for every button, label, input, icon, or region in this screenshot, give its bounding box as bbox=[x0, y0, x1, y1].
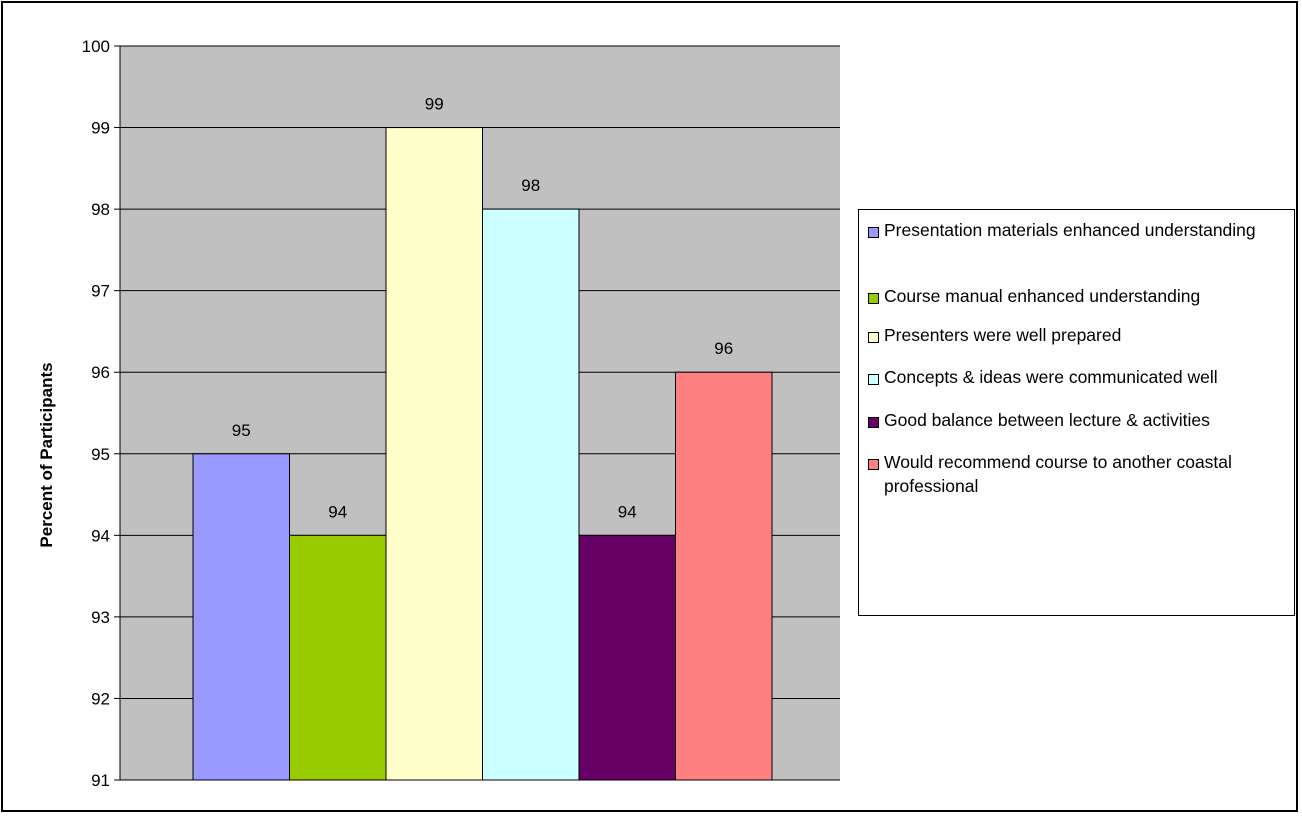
data-label: 95 bbox=[232, 421, 251, 440]
data-label: 99 bbox=[425, 95, 444, 114]
data-label: 96 bbox=[714, 339, 733, 358]
legend-label: Good balance between lecture & activitie… bbox=[884, 410, 1210, 430]
legend-item: Course manual enhanced understanding bbox=[868, 284, 1288, 308]
data-label: 94 bbox=[618, 502, 637, 521]
data-label: 98 bbox=[521, 176, 540, 195]
y-tick-label: 97 bbox=[91, 282, 110, 301]
legend-swatch bbox=[868, 459, 879, 470]
y-tick-label: 94 bbox=[91, 526, 110, 545]
legend-label: Course manual enhanced understanding bbox=[884, 286, 1201, 306]
bar bbox=[675, 371, 773, 781]
legend-item: Concepts & ideas were communicated well bbox=[868, 365, 1288, 389]
legend-label: Concepts & ideas were communicated well bbox=[884, 367, 1218, 387]
legend-label: Presentation materials enhanced understa… bbox=[884, 220, 1256, 240]
y-tick-label: 96 bbox=[91, 363, 110, 382]
data-label: 94 bbox=[328, 502, 347, 521]
bar bbox=[289, 534, 387, 781]
legend-label: Would recommend course to another coasta… bbox=[884, 452, 1232, 496]
y-tick-label: 92 bbox=[91, 689, 110, 708]
y-tick-label: 99 bbox=[91, 119, 110, 138]
legend-swatch bbox=[868, 293, 879, 304]
legend-swatch bbox=[868, 417, 879, 428]
legend-swatch bbox=[868, 227, 879, 238]
legend-item: Presenters were well prepared bbox=[868, 323, 1288, 347]
legend: Presentation materials enhanced understa… bbox=[858, 209, 1295, 616]
y-tick-label: 95 bbox=[91, 445, 110, 464]
legend-swatch bbox=[868, 374, 879, 385]
legend-item: Would recommend course to another coasta… bbox=[868, 450, 1288, 498]
y-tick-label: 98 bbox=[91, 200, 110, 219]
legend-item: Presentation materials enhanced understa… bbox=[868, 218, 1288, 242]
legend-item: Good balance between lecture & activitie… bbox=[868, 408, 1288, 432]
bar bbox=[385, 127, 483, 781]
bar bbox=[578, 534, 676, 781]
y-tick-label: 91 bbox=[91, 771, 110, 790]
bar bbox=[482, 208, 580, 781]
y-tick-label: 100 bbox=[82, 37, 110, 56]
legend-label: Presenters were well prepared bbox=[884, 325, 1122, 345]
legend-swatch bbox=[868, 332, 879, 343]
y-tick-label: 93 bbox=[91, 608, 110, 627]
y-axis-title: Percent of Participants bbox=[37, 362, 56, 547]
bar bbox=[192, 453, 290, 781]
